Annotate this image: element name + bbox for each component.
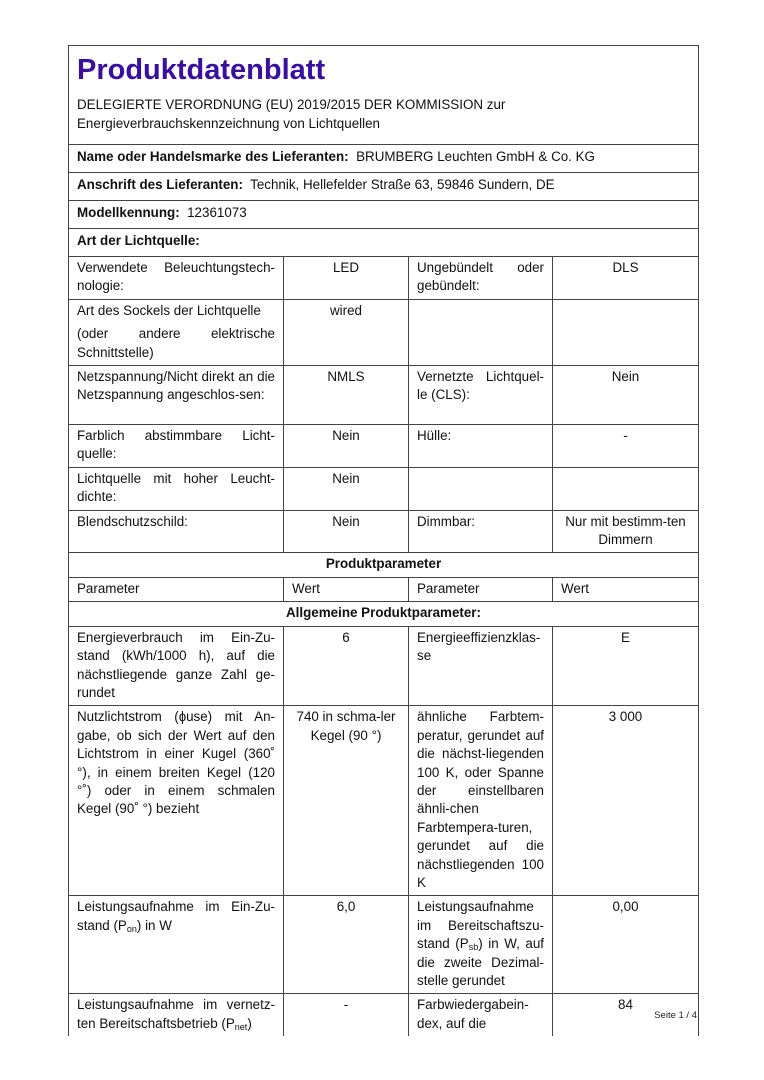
column-header: Wert [283, 576, 409, 603]
param-value [552, 466, 699, 511]
page-title: Produktdatenblatt [77, 54, 326, 86]
param-value: 6 [283, 625, 409, 707]
param-label: Leistungsaufnahme im vernetz-ten Bereits… [68, 993, 284, 1037]
model-value: 12361073 [187, 205, 247, 220]
datasheet: Produktdatenblatt DELEGIERTE VERORDNUNG … [68, 45, 699, 1037]
param-label: ähnliche Farbtem-peratur, gerundet auf d… [408, 705, 553, 897]
param-label: Dimmbar: [408, 509, 553, 554]
table-row: Blendschutzschild: Nein Dimmbar: Nur mit… [68, 509, 699, 554]
param-value: Nein [283, 509, 409, 554]
param-value: 84 [552, 993, 699, 1037]
param-value: Nur mit bestimm-ten Dimmern [552, 509, 699, 554]
param-value: LED [283, 256, 409, 300]
section-header-row: Produktparameter [68, 552, 699, 578]
regulation-subtitle: DELEGIERTE VERORDNUNG (EU) 2019/2015 DER… [77, 97, 506, 131]
supplier-address-label: Anschrift des Lieferanten: [77, 177, 243, 192]
table-row: Farblich abstimmbare Licht-quelle: Nein … [68, 424, 699, 468]
param-label: Verwendete Beleuchtungstech-nologie: [68, 256, 284, 300]
table-row: Nutzlichtstrom (ɸuse) mit An-gabe, ob si… [68, 705, 699, 897]
light-source-type-row: Art der Lichtquelle: [68, 228, 699, 257]
table-row: Lichtquelle mit hoher Leucht-dichte: Nei… [68, 466, 699, 511]
param-label: Hülle: [408, 424, 553, 468]
table-row: Verwendete Beleuchtungstech-nologie: LED… [68, 256, 699, 300]
param-value: - [283, 993, 409, 1037]
param-value: 6,0 [283, 895, 409, 995]
general-params-title: Allgemeine Produktparameter: [68, 601, 699, 627]
param-value: Nein [283, 424, 409, 468]
section-header-row: Allgemeine Produktparameter: [68, 601, 699, 627]
param-label [408, 298, 553, 367]
light-source-type-label: Art der Lichtquelle: [77, 233, 200, 248]
model-label: Modellkennung: [77, 205, 180, 220]
table-row: Leistungsaufnahme im vernetz-ten Bereits… [68, 993, 699, 1037]
param-value: E [552, 625, 699, 707]
param-label: Energieverbrauch im Ein-Zu-stand (kWh/10… [68, 625, 284, 707]
param-label: Farblich abstimmbare Licht-quelle: [68, 424, 284, 468]
param-value: Nein [283, 466, 409, 511]
param-label: Energieeffizienzklas-se [408, 625, 553, 707]
param-value: NMLS [283, 365, 409, 426]
table-row: Leistungsaufnahme im Ein-Zu-stand (Pon) … [68, 895, 699, 995]
model-row: Modellkennung: 12361073 [68, 200, 699, 229]
page-number: Seite 1 / 4 [654, 1010, 697, 1021]
param-value: wired [283, 298, 409, 367]
param-label: Nutzlichtstrom (ɸuse) mit An-gabe, ob si… [68, 705, 284, 897]
param-label: Vernetzte Lichtquel-le (CLS): [408, 365, 553, 426]
param-value: - [552, 424, 699, 468]
param-value: 0,00 [552, 895, 699, 995]
param-label: Leistungsaufnahme im Ein-Zu-stand (Pon) … [68, 895, 284, 995]
table-row: Energieverbrauch im Ein-Zu-stand (kWh/10… [68, 625, 699, 707]
param-label: Ungebündelt oder gebündelt: [408, 256, 553, 300]
supplier-name-value: BRUMBERG Leuchten GmbH & Co. KG [356, 149, 595, 164]
param-value [552, 298, 699, 367]
supplier-address-row: Anschrift des Lieferanten: Technik, Hell… [68, 172, 699, 201]
product-params-title: Produktparameter [68, 552, 699, 578]
param-label: Blendschutzschild: [68, 509, 284, 554]
param-label [408, 466, 553, 511]
param-value: 3 000 [552, 705, 699, 897]
param-value: DLS [552, 256, 699, 300]
table-row: Art des Sockels der Lichtquelle (oder and… [68, 298, 699, 367]
supplier-name-label: Name oder Handelsmarke des Lieferanten: [77, 149, 349, 164]
supplier-address-value: Technik, Hellefelder Straße 63, 59846 Su… [250, 177, 555, 192]
supplier-name-row: Name oder Handelsmarke des Lieferanten: … [68, 144, 699, 173]
column-header: Wert [552, 576, 699, 603]
param-label: Art des Sockels der Lichtquelle (oder and… [68, 298, 284, 367]
column-header-row: Parameter Wert Parameter Wert [68, 576, 699, 603]
param-label: Leistungsaufnahme im Bereitschaftszu-sta… [408, 895, 553, 995]
param-label: Netzspannung/Nicht direkt an die Netzspa… [68, 365, 284, 426]
param-value: Nein [552, 365, 699, 426]
column-header: Parameter [408, 576, 553, 603]
header-row: Produktdatenblatt DELEGIERTE VERORDNUNG … [68, 45, 699, 145]
param-label: Farbwiedergabein-dex, auf die [408, 993, 553, 1037]
datasheet-table: Produktdatenblatt DELEGIERTE VERORDNUNG … [68, 45, 699, 1037]
column-header: Parameter [68, 576, 284, 603]
table-row: Netzspannung/Nicht direkt an die Netzspa… [68, 365, 699, 426]
param-value: 740 in schma-ler Kegel (90 °) [283, 705, 409, 897]
param-label: Lichtquelle mit hoher Leucht-dichte: [68, 466, 284, 511]
